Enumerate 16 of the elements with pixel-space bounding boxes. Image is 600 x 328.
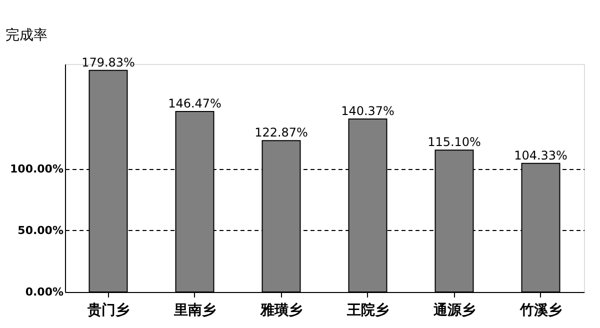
y-tick-label: 50.00% <box>18 224 64 237</box>
x-tick-label: 贵门乡 <box>86 302 130 318</box>
x-tick-label: 竹溪乡 <box>518 302 562 318</box>
data-label: 146.47% <box>168 96 222 110</box>
y-axis-title: 完成率 <box>6 28 48 44</box>
y-tick-label: 100.00% <box>10 162 64 176</box>
data-label: 122.87% <box>254 126 308 140</box>
data-label: 104.33% <box>514 148 568 162</box>
data-label: 140.37% <box>341 104 394 118</box>
data-label: 115.10% <box>428 135 481 150</box>
x-tick-label: 里南乡 <box>172 302 216 318</box>
x-tick-label: 雅璜乡 <box>259 302 302 318</box>
x-tick-label: 王院乡 <box>346 302 389 318</box>
y-tick-label: 0.00% <box>25 286 64 298</box>
x-tick-label: 通源乡 <box>432 302 476 318</box>
data-label: 179.83% <box>82 55 135 70</box>
